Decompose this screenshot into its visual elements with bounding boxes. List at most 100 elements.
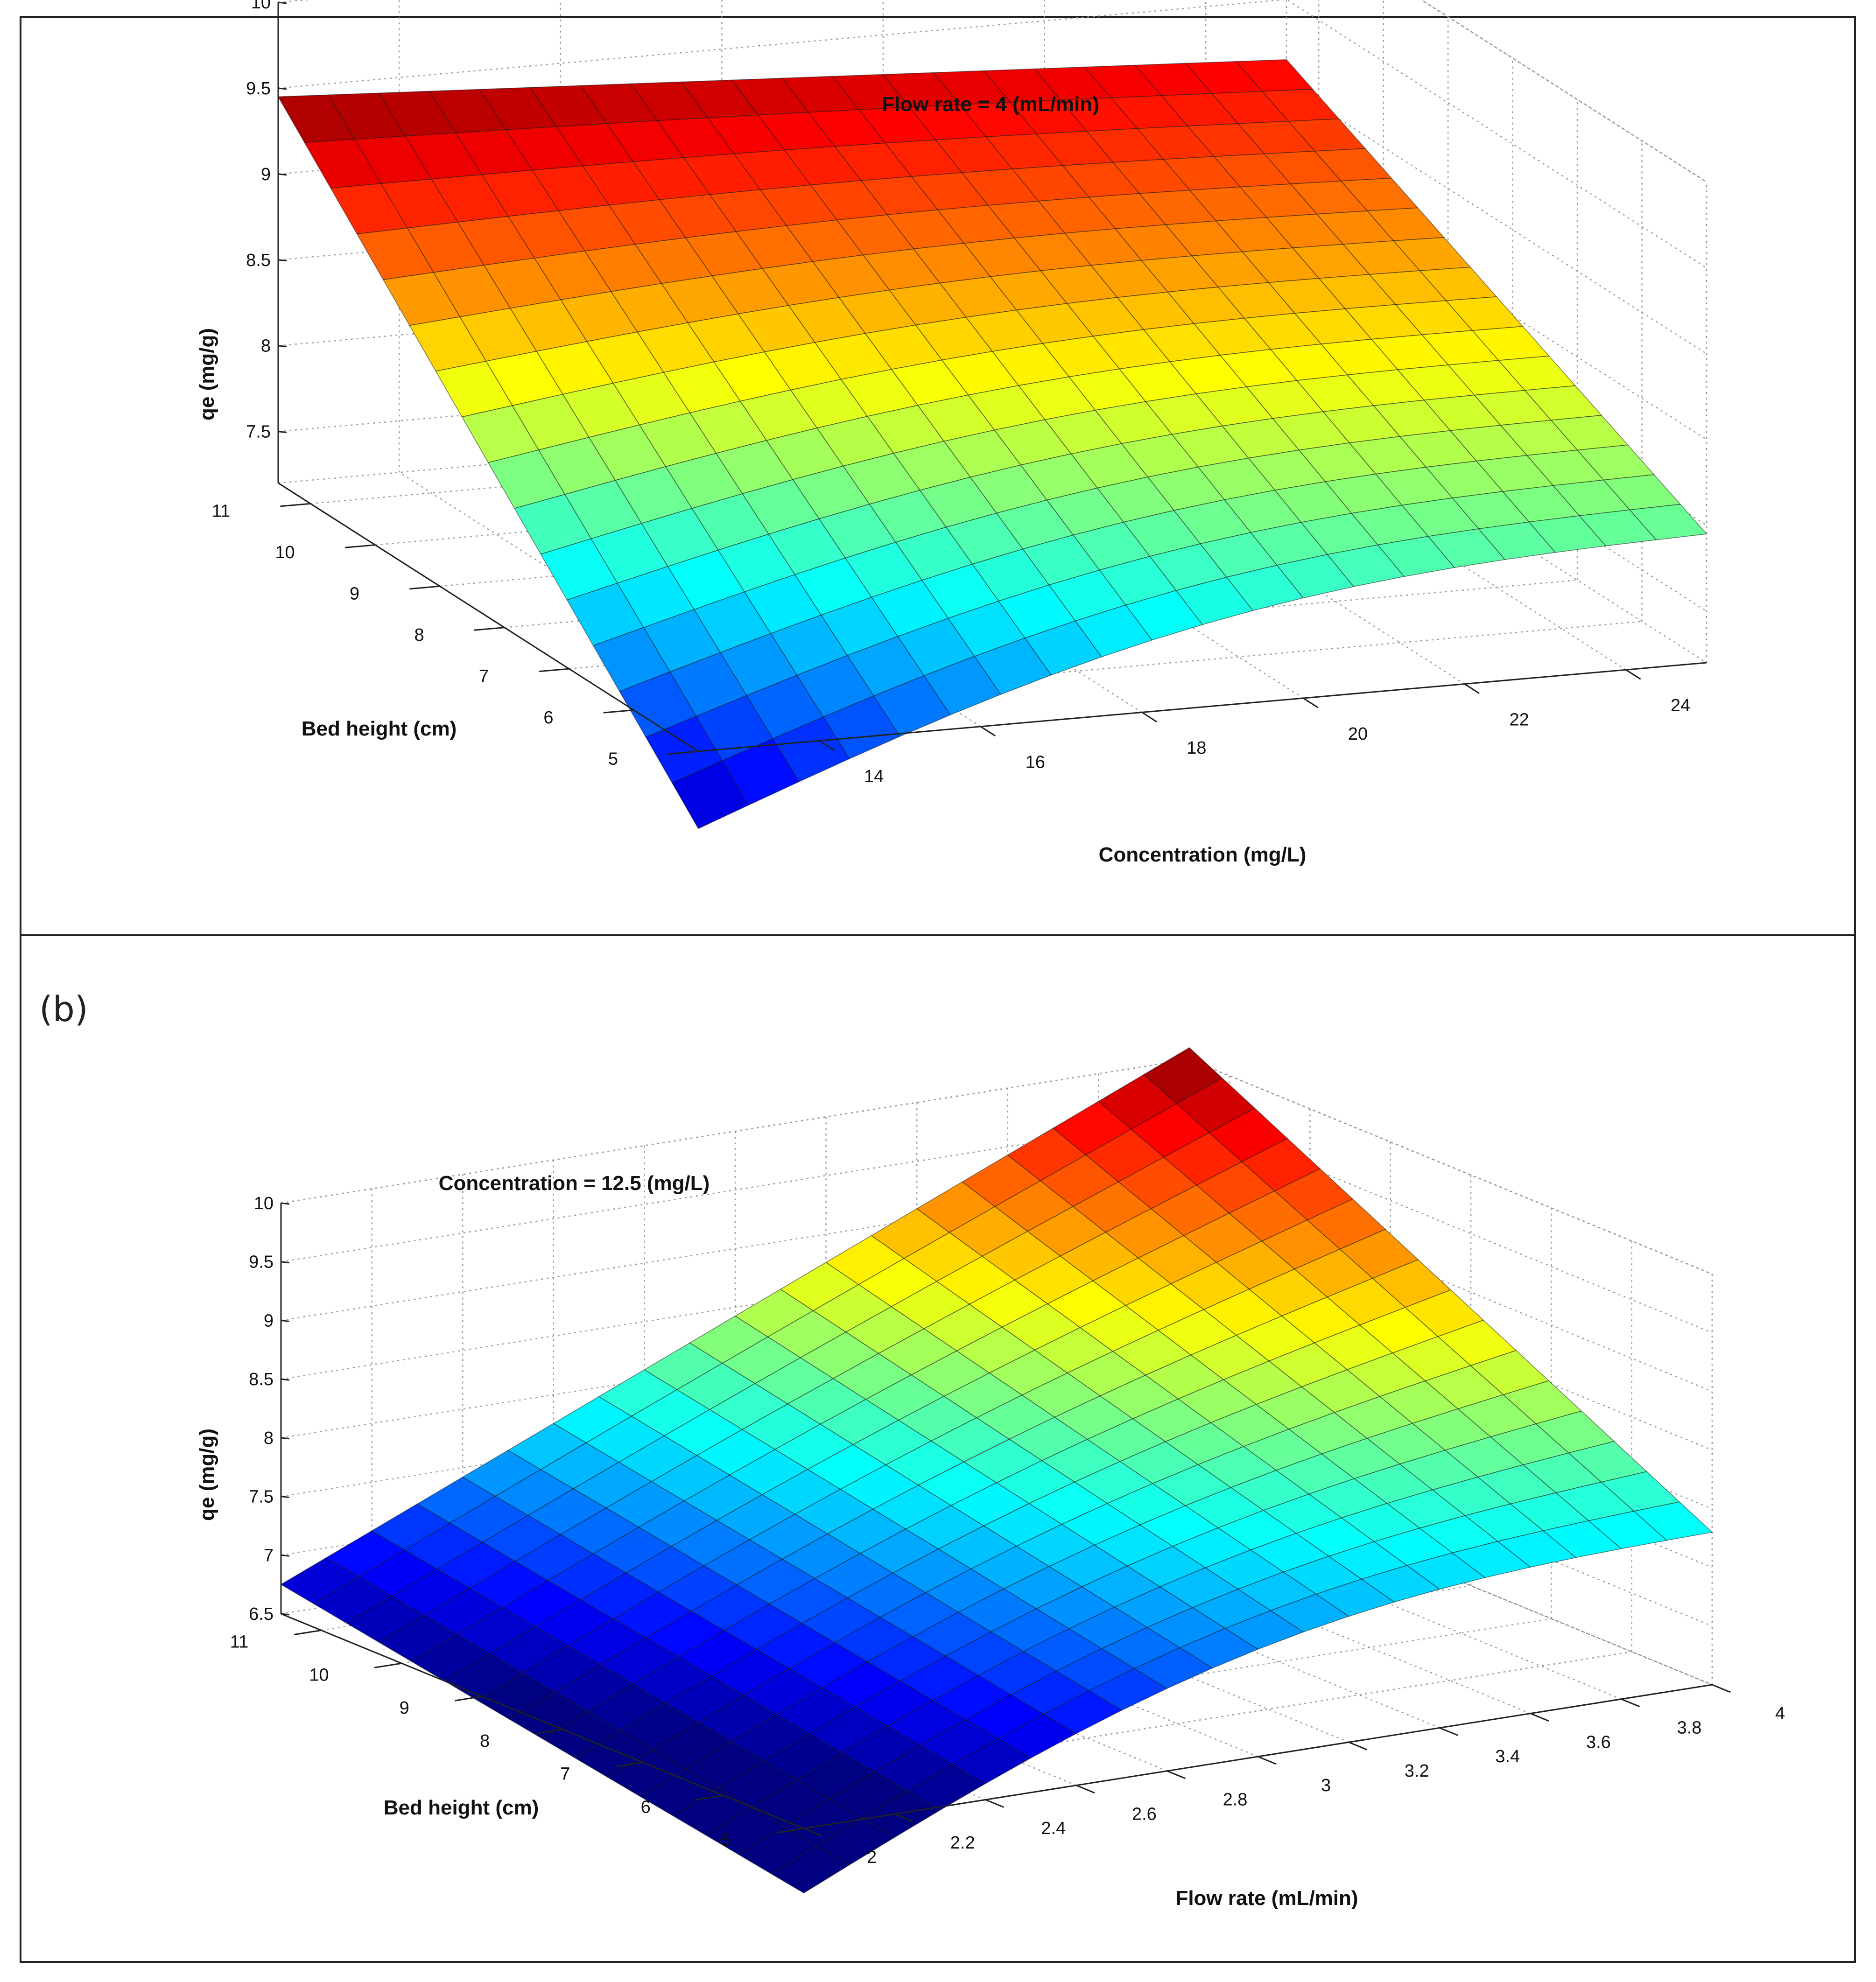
chart-a-ylabel: Bed height (cm) (302, 717, 457, 740)
x-tick-mark-2 (1141, 712, 1157, 722)
x-tick-label-3: 20 (1348, 724, 1368, 744)
chart-a-title: Flow rate = 4 (mL/min) (882, 93, 1099, 116)
y-tick-label-1: 6 (543, 708, 553, 728)
chart-a-axes (277, 2, 1707, 752)
z-tick-mark-6 (281, 1261, 290, 1264)
y-tick-mark-4 (455, 1695, 483, 1702)
z-tick-label-7: 10 (254, 1194, 274, 1213)
x-tick-label-1: 2.2 (950, 1833, 975, 1853)
x-tick-mark-6 (1349, 1741, 1368, 1751)
chart-b-ticks: 2 2.2 2.4 2.6 2.8 3 3.2 3.4 3.6 3.8 4 5 6 7 8 9 10 116.5 7… (230, 1194, 1785, 1867)
x-tick-mark-7 (1439, 1727, 1458, 1736)
x-tick-mark-8 (1530, 1713, 1549, 1722)
x-tick-label-6: 3.2 (1405, 1761, 1429, 1781)
grid-z-4 (278, 0, 1707, 268)
grid-z-5 (278, 0, 1707, 183)
y-tick-label-4: 9 (400, 1698, 409, 1718)
z-tick-mark-2 (278, 259, 287, 262)
x-tick-mark-10 (1712, 1684, 1731, 1693)
surface-cell-0-19 (1629, 504, 1707, 540)
z-tick-mark-2 (281, 1496, 290, 1499)
y-tick-mark-3 (474, 627, 505, 631)
z-tick-label-1: 8 (261, 336, 271, 356)
y-axis-line (278, 482, 699, 752)
z-tick-mark-3 (278, 173, 287, 176)
box-edge-4 (1189, 1058, 1713, 1275)
y-tick-mark-6 (294, 1629, 322, 1636)
x-tick-label-3: 2.6 (1132, 1804, 1157, 1824)
z-tick-label-0: 7.5 (246, 422, 271, 442)
z-tick-label-4: 9.5 (246, 79, 271, 98)
y-tick-mark-1 (603, 709, 634, 714)
chart-a-xlabel: Concentration (mg/L) (1099, 843, 1307, 866)
box-edge-4 (1420, 0, 1707, 183)
y-tick-mark-4 (409, 585, 440, 590)
z-tick-mark-4 (278, 87, 287, 90)
chart-b: 2 2.2 2.4 2.6 2.8 3 3.2 3.4 3.6 3.8 4 5 6 7 8 9 10 116.5 7… (196, 1047, 1785, 1910)
y-tick-label-2: 7 (479, 666, 489, 686)
z-tick-mark-1 (281, 1554, 290, 1557)
x-tick-label-9: 3.8 (1677, 1718, 1702, 1738)
y-tick-label-6: 11 (212, 501, 230, 521)
z-tick-mark-4 (281, 1378, 290, 1381)
chart-a-zlabel: qe (mg/g) (196, 328, 218, 420)
z-tick-label-3: 8 (264, 1429, 274, 1448)
surface-cell-0-19 (1633, 1501, 1713, 1541)
x-tick-mark-0 (803, 1828, 822, 1837)
grid-y-floor-6 (310, 414, 1319, 504)
x-tick-mark-5 (1258, 1756, 1277, 1765)
y-tick-mark-1 (696, 1794, 724, 1800)
box-edge-3 (281, 1058, 1190, 1204)
y-tick-label-0: 5 (608, 749, 618, 769)
x-tick-label-8: 3.6 (1586, 1732, 1611, 1752)
z-tick-label-5: 9 (264, 1311, 274, 1331)
x-tick-mark-0 (819, 740, 835, 751)
box-edge-6 (1189, 1469, 1713, 1686)
panel-b-frame (20, 934, 1856, 1963)
x-tick-mark-3 (1076, 1785, 1095, 1794)
y-tick-mark-6 (280, 503, 311, 507)
x-tick-mark-1 (894, 1813, 913, 1822)
x-tick-mark-1 (980, 726, 996, 737)
chart-a: 14 16 18 20 22 24 5 6 7 8 9 10 11 7.5 8 8.5 9 9.5 10 Flow … (196, 0, 1707, 866)
grid-y-floor-1 (723, 1651, 1632, 1796)
y-tick-label-6: 11 (230, 1632, 248, 1652)
x-tick-mark-5 (1625, 669, 1641, 680)
z-tick-label-2: 7.5 (249, 1487, 274, 1507)
y-tick-label-3: 8 (414, 625, 424, 645)
y-tick-label-1: 6 (641, 1797, 651, 1817)
z-tick-mark-3 (281, 1437, 290, 1440)
x-tick-mark-2 (985, 1799, 1004, 1808)
y-tick-label-4: 9 (350, 584, 359, 603)
chart-a-ticks: 14 16 18 20 22 24 5 6 7 8 9 10 11 7.5 8 8.5 9 9.5 10 (212, 0, 1691, 786)
y-tick-label-0: 5 (721, 1830, 731, 1850)
z-tick-mark-7 (281, 1202, 290, 1205)
x-tick-label-2: 18 (1187, 738, 1206, 758)
grid-x-floor-0 (399, 472, 820, 742)
chart-b-title: Concentration = 12.5 (mg/L) (439, 1172, 710, 1195)
x-tick-mark-4 (1464, 683, 1480, 694)
chart-b-xlabel: Flow rate (mL/min) (1175, 1887, 1358, 1910)
y-tick-label-2: 7 (560, 1765, 570, 1784)
x-tick-label-5: 3 (1321, 1776, 1331, 1795)
x-tick-label-10: 4 (1775, 1704, 1785, 1723)
x-tick-label-4: 2.8 (1223, 1790, 1248, 1810)
panel-b-label: (b) (39, 989, 88, 1030)
z-tick-label-0: 6.5 (249, 1604, 274, 1624)
y-tick-mark-5 (374, 1662, 402, 1668)
x-tick-mark-4 (1166, 1770, 1186, 1779)
x-tick-mark-3 (1303, 697, 1319, 708)
y-tick-mark-5 (344, 544, 375, 548)
z-tick-label-3: 9 (261, 165, 271, 184)
z-tick-label-6: 9.5 (249, 1253, 274, 1272)
x-tick-label-1: 16 (1026, 753, 1045, 772)
x-tick-label-4: 22 (1509, 710, 1529, 729)
box-edge-6 (1286, 393, 1707, 664)
x-tick-label-7: 3.4 (1495, 1747, 1520, 1766)
z-tick-label-1: 7 (264, 1546, 274, 1565)
chart-b-ylabel: Bed height (cm) (384, 1796, 539, 1819)
y-tick-mark-2 (539, 668, 569, 672)
z-tick-label-2: 8.5 (246, 251, 271, 270)
y-tick-mark-0 (776, 1828, 804, 1834)
